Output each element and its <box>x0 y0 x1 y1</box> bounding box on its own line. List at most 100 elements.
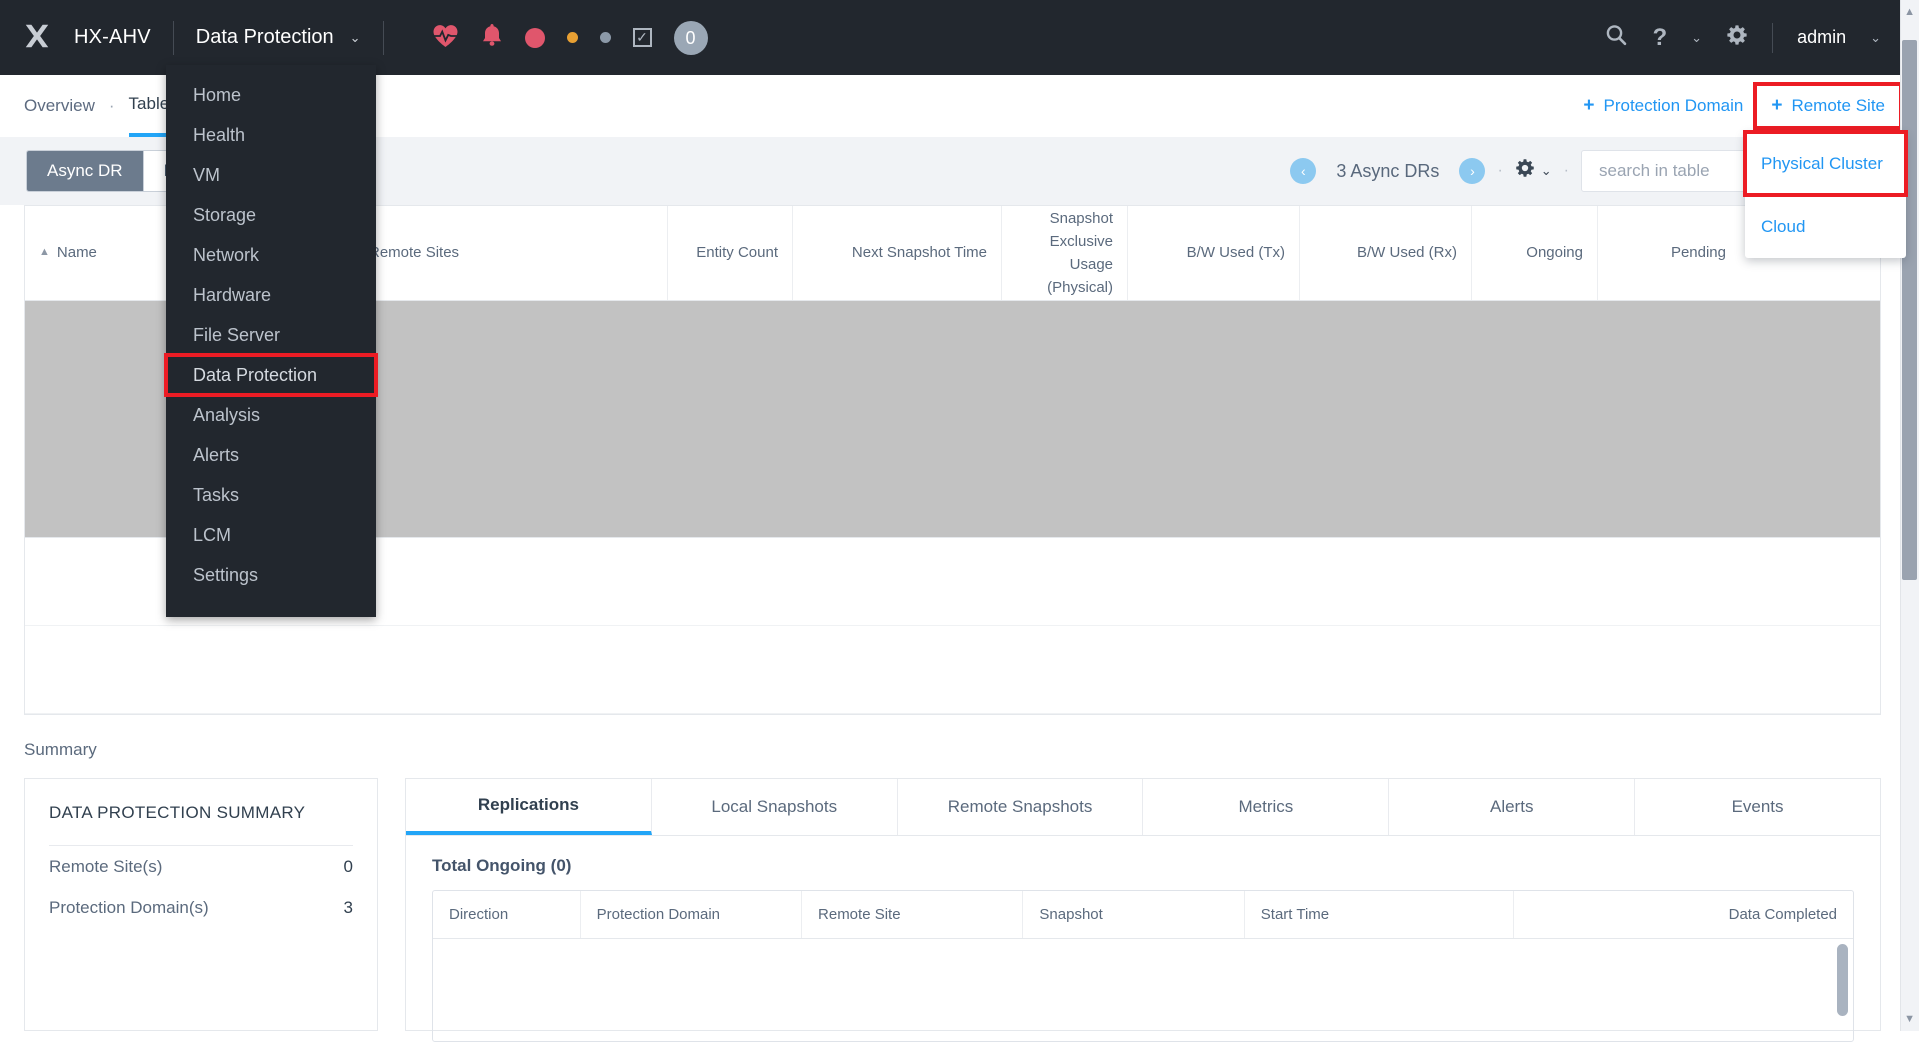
add-protection-domain-button[interactable]: + Protection Domain <box>1569 86 1757 126</box>
nav-item-health[interactable]: Health <box>193 124 246 145</box>
remote-site-option-cloud[interactable]: Cloud <box>1761 216 1806 236</box>
tab-metrics[interactable]: Metrics <box>1143 779 1390 835</box>
gear-icon <box>1515 158 1535 184</box>
info-alert-dot-icon[interactable] <box>599 32 611 43</box>
column-header-bw-used-rx[interactable]: B/W Used (Rx) <box>1300 206 1472 300</box>
user-menu-label[interactable]: admin <box>1797 27 1847 47</box>
column-header-data-completed[interactable]: Data Completed <box>1728 906 1838 923</box>
divider <box>1772 22 1774 53</box>
column-header-remote-sites[interactable]: Remote Sites <box>355 206 668 300</box>
bell-icon[interactable] <box>481 23 503 52</box>
nav-item-vm[interactable]: VM <box>193 164 220 185</box>
nav-item-home[interactable]: Home <box>193 84 242 105</box>
breadcrumb-separator: · <box>108 96 115 115</box>
nav-item-lcm[interactable]: LCM <box>193 524 232 545</box>
summary-row-value: 3 <box>343 897 353 917</box>
column-header-snapshot-exclusive-usage[interactable]: Snapshot Exclusive Usage (Physical) <box>1002 206 1128 300</box>
status-icon-group: ✓ 0 <box>431 20 708 55</box>
column-header-direction[interactable]: Direction <box>433 891 581 938</box>
divider <box>49 845 353 846</box>
help-chevron-down-icon[interactable]: ⌄ <box>1691 29 1703 45</box>
next-page-button[interactable]: › <box>1459 158 1486 184</box>
settings-chevron-down-icon: ⌄ <box>1540 163 1552 178</box>
tab-local-snapshots[interactable]: Local Snapshots <box>652 779 898 835</box>
segment-async-dr[interactable]: Async DR <box>27 151 144 191</box>
chevron-down-icon: ⌄ <box>349 29 361 45</box>
summary-row-value: 0 <box>343 856 353 876</box>
help-icon[interactable]: ? <box>1652 23 1668 51</box>
app-menu-label: Data Protection <box>195 26 334 48</box>
tab-remote-snapshots[interactable]: Remote Snapshots <box>898 779 1144 835</box>
summary-row-label: Protection Domain(s) <box>49 897 209 917</box>
nav-item-alerts[interactable]: Alerts <box>193 444 240 465</box>
scroll-down-arrow-icon[interactable]: ▼ <box>1904 1013 1915 1025</box>
column-header-protection-domain[interactable]: Protection Domain <box>581 891 803 938</box>
column-header-snapshot[interactable]: Snapshot <box>1023 891 1245 938</box>
remote-site-type-dropdown: Physical Cluster Cloud <box>1743 130 1908 258</box>
column-header-remote-site[interactable]: Remote Site <box>802 891 1024 938</box>
app-navigation-menu: Home Health VM Storage Network Hardware … <box>164 65 378 617</box>
table-row[interactable] <box>25 538 1880 626</box>
replications-header-row: Direction Protection Domain Remote Site … <box>433 891 1853 939</box>
column-label: Name <box>56 244 97 262</box>
detail-panel-tabs: Replications Local Snapshots Remote Snap… <box>406 779 1880 836</box>
user-chevron-down-icon[interactable]: ⌄ <box>1870 29 1881 45</box>
gear-icon[interactable] <box>1726 24 1748 51</box>
remote-site-option-physical-cluster[interactable]: Physical Cluster <box>1743 130 1908 197</box>
tab-events[interactable]: Events <box>1731 797 1784 816</box>
breadcrumb-actions: + Protection Domain + Remote Site <box>1569 82 1919 130</box>
add-remote-site-button[interactable]: + Remote Site <box>1753 82 1903 130</box>
critical-alert-dot-icon[interactable] <box>524 27 545 48</box>
column-header-bw-used-tx[interactable]: B/W Used (Tx) <box>1128 206 1300 300</box>
nav-item-network[interactable]: Network <box>193 244 260 265</box>
heart-pulse-icon[interactable] <box>431 24 459 52</box>
column-header-ongoing[interactable]: Ongoing <box>1472 206 1598 300</box>
add-protection-domain-label: Protection Domain <box>1603 96 1744 115</box>
top-bar: HX-AHV Data Protection ⌄ ✓ 0 <box>0 0 1919 75</box>
table-settings-button[interactable]: ⌄ <box>1515 158 1552 184</box>
table-row[interactable] <box>25 626 1880 714</box>
divider <box>172 20 174 55</box>
nutanix-logo-icon[interactable] <box>20 21 54 55</box>
nav-item-file-server[interactable]: File Server <box>193 324 281 345</box>
sort-ascending-icon: ▲ <box>39 246 50 259</box>
column-header-entity-count[interactable]: Entity Count <box>668 206 793 300</box>
scroll-up-arrow-icon[interactable]: ▲ <box>1904 6 1915 18</box>
tab-replications[interactable]: Replications <box>406 779 652 835</box>
tab-alerts[interactable]: Alerts <box>1389 779 1636 835</box>
breadcrumb-table[interactable]: Table <box>128 75 170 137</box>
separator-dot: · <box>1563 162 1569 179</box>
nav-item-hardware[interactable]: Hardware <box>193 284 272 305</box>
search-icon[interactable] <box>1604 23 1628 52</box>
summary-row-protection-domains[interactable]: Protection Domain(s) 3 <box>25 887 377 928</box>
task-count-badge[interactable]: 0 <box>673 20 708 55</box>
summary-row-label: Remote Site(s) <box>49 856 163 876</box>
column-header-start-time[interactable]: Start Time <box>1245 891 1515 938</box>
topbar-actions: ? ⌄ admin ⌄ <box>1604 22 1919 53</box>
column-header-pending[interactable]: Pending <box>1670 244 1726 262</box>
nav-item-data-protection[interactable]: Data Protection <box>164 353 378 397</box>
nav-item-analysis[interactable]: Analysis <box>193 404 261 425</box>
nav-item-tasks[interactable]: Tasks <box>193 484 240 505</box>
nav-item-storage[interactable]: Storage <box>193 204 257 225</box>
replications-table: Direction Protection Domain Remote Site … <box>432 890 1854 1042</box>
table-header-row: ▲ Name Remote Sites Entity Count Next Sn… <box>25 206 1880 301</box>
summary-row-remote-sites[interactable]: Remote Site(s) 0 <box>25 846 377 887</box>
breadcrumb-overview[interactable]: Overview <box>24 96 95 115</box>
cluster-name: HX-AHV <box>74 26 151 48</box>
column-header-next-snapshot-time[interactable]: Next Snapshot Time <box>793 206 1002 300</box>
divider <box>382 20 384 55</box>
warning-alert-dot-icon[interactable] <box>566 32 578 43</box>
page-scrollbar-thumb[interactable] <box>1902 40 1917 580</box>
plus-icon: + <box>1583 95 1595 116</box>
summary-section-label: Summary <box>24 740 97 759</box>
prev-page-button[interactable]: ‹ <box>1290 158 1317 184</box>
replications-table-scrollbar[interactable] <box>1837 944 1848 1016</box>
data-protection-summary-card: DATA PROTECTION SUMMARY Remote Site(s) 0… <box>24 778 378 1031</box>
app-menu-trigger[interactable]: Data Protection ⌄ <box>196 26 361 49</box>
summary-card-title: DATA PROTECTION SUMMARY <box>49 803 306 822</box>
add-remote-site-label: Remote Site <box>1791 96 1885 115</box>
nav-item-settings[interactable]: Settings <box>193 564 259 585</box>
task-check-icon[interactable]: ✓ <box>632 28 652 47</box>
total-ongoing-label: Total Ongoing (0) <box>432 856 572 875</box>
